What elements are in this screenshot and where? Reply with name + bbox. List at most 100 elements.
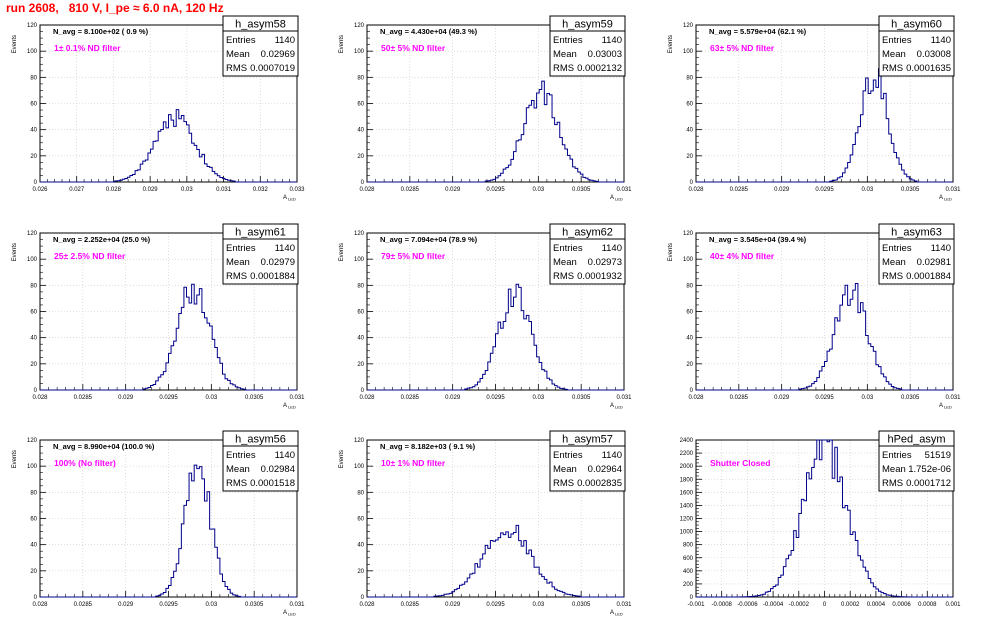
y-tick-label: 20 — [357, 569, 364, 575]
histogram-line — [696, 68, 953, 183]
x-tick-label: 0.031 — [945, 395, 961, 401]
y-tick-label: 2400 — [680, 438, 694, 444]
x-tick-label: 0.0295 — [159, 395, 178, 401]
x-tick-label: 0.029 — [118, 395, 134, 401]
y-tick-label: 120 — [27, 23, 38, 29]
x-tick-label: 0.028 — [359, 395, 375, 401]
x-tick-label: 0.0006 — [892, 602, 911, 608]
filter-label: 63± 5% ND filter — [710, 43, 775, 53]
filter-label: Shutter Closed — [710, 458, 770, 468]
y-tick-label: 80 — [357, 75, 364, 81]
stats-label: RMS — [553, 478, 574, 489]
x-tick-label: 0.0305 — [572, 602, 591, 608]
x-tick-label: 0.0285 — [401, 395, 420, 401]
histogram-line — [367, 80, 624, 183]
y-tick-label: 40 — [686, 336, 693, 342]
y-tick-label: 120 — [683, 23, 694, 29]
y-tick-label: 800 — [683, 543, 694, 549]
y-axis-title: Events — [339, 450, 345, 468]
x-tick-label: 0.0285 — [730, 187, 749, 193]
stats-value: 1140 — [602, 243, 622, 254]
y-axis-title: Events — [668, 35, 674, 53]
stats-value: 1140 — [275, 243, 295, 254]
histogram-line — [40, 283, 297, 391]
x-tick-label: 0.0305 — [572, 395, 591, 401]
histogram-panel-h_asym57: 0.028 0.0285 0.029 0.0295 0.03 0.0305 0.031 0 20… — [339, 430, 632, 617]
histogram-name: hPed_asym — [887, 434, 945, 446]
y-tick-label: 60 — [357, 517, 364, 523]
histogram-panel-h_asym60: 0.028 0.0285 0.029 0.0295 0.03 0.0305 0.031 0 20… — [668, 15, 961, 202]
x-tick-label: 0.03 — [861, 395, 873, 401]
y-tick-label: 120 — [27, 438, 38, 444]
y-tick-label: 0 — [690, 388, 694, 394]
stats-label: RMS — [226, 63, 247, 74]
histogram-line — [696, 282, 953, 391]
stats-value: 0.02979 — [261, 257, 295, 268]
x-tick-label: 0.029 — [445, 187, 461, 193]
histogram-name: h_asym58 — [235, 19, 286, 31]
y-tick-label: 60 — [30, 102, 37, 108]
histogram-name: h_asym56 — [235, 434, 286, 446]
stats-label: Mean — [226, 464, 250, 475]
x-tick-label: 0.031 — [616, 187, 632, 193]
stats-label: Mean — [882, 464, 906, 475]
stats-label: RMS — [882, 63, 903, 74]
stats-value: 0.0001932 — [577, 271, 622, 282]
y-tick-label: 0 — [690, 595, 694, 601]
x-tick-label: 0.03 — [532, 395, 544, 401]
y-tick-label: 2200 — [680, 451, 694, 457]
stats-value: 0.0007019 — [250, 63, 295, 74]
y-tick-label: 100 — [354, 49, 365, 55]
y-tick-label: 100 — [683, 49, 694, 55]
y-tick-label: 80 — [357, 490, 364, 496]
stats-box — [878, 15, 955, 77]
stats-label: RMS — [226, 271, 247, 282]
y-tick-label: 100 — [354, 257, 365, 263]
y-tick-label: 40 — [30, 128, 37, 134]
y-tick-label: 2000 — [680, 464, 694, 470]
x-tick-label: 0.031 — [289, 395, 305, 401]
stats-value: 0.02973 — [588, 257, 622, 268]
x-tick-label: 0.032 — [253, 187, 269, 193]
y-tick-label: 1000 — [680, 530, 694, 536]
histogram-name: h_asym62 — [562, 227, 613, 239]
y-tick-label: 120 — [27, 231, 38, 237]
stats-label: RMS — [882, 271, 903, 282]
x-tick-label: -0.0006 — [737, 602, 758, 608]
navg-label: N_avg = 8.990e+04 (100.0 %) — [53, 442, 155, 451]
y-tick-label: 1200 — [680, 517, 694, 523]
x-tick-label: 0.001 — [945, 602, 961, 608]
y-tick-label: 0 — [361, 180, 365, 186]
y-tick-label: 100 — [354, 464, 365, 470]
y-axis-title: Events — [12, 35, 18, 53]
y-tick-label: 600 — [683, 556, 694, 562]
x-tick-label: 0.031 — [289, 602, 305, 608]
stats-label: RMS — [553, 63, 574, 74]
x-tick-label: 0.03 — [181, 187, 193, 193]
y-tick-label: 0 — [34, 180, 38, 186]
x-axis-title: ALED — [283, 403, 296, 410]
stats-value: 0.0002132 — [577, 63, 622, 74]
x-tick-label: 0.029 — [774, 395, 790, 401]
x-tick-label: 0.028 — [359, 602, 375, 608]
stats-label: RMS — [226, 478, 247, 489]
stats-label: Mean — [553, 49, 577, 60]
y-tick-label: 40 — [357, 336, 364, 342]
y-tick-label: 20 — [30, 569, 37, 575]
x-tick-label: 0.026 — [32, 187, 48, 193]
filter-label: 100% (No filter) — [54, 458, 116, 468]
x-tick-label: 0.0002 — [841, 602, 860, 608]
stats-value: 51519 — [925, 450, 951, 461]
x-tick-label: 0.03 — [205, 395, 217, 401]
x-tick-label: 0.029 — [774, 187, 790, 193]
filter-label: 1± 0.1% ND filter — [54, 43, 121, 53]
stats-label: Entries — [553, 243, 583, 254]
histogram-name: h_asym61 — [235, 227, 286, 239]
stats-label: RMS — [553, 271, 574, 282]
stats-label: Mean — [553, 464, 577, 475]
x-tick-label: 0.031 — [616, 602, 632, 608]
x-tick-label: 0.028 — [106, 187, 122, 193]
stats-value: 0.03008 — [917, 49, 951, 60]
stats-value: 0.0001884 — [250, 271, 295, 282]
